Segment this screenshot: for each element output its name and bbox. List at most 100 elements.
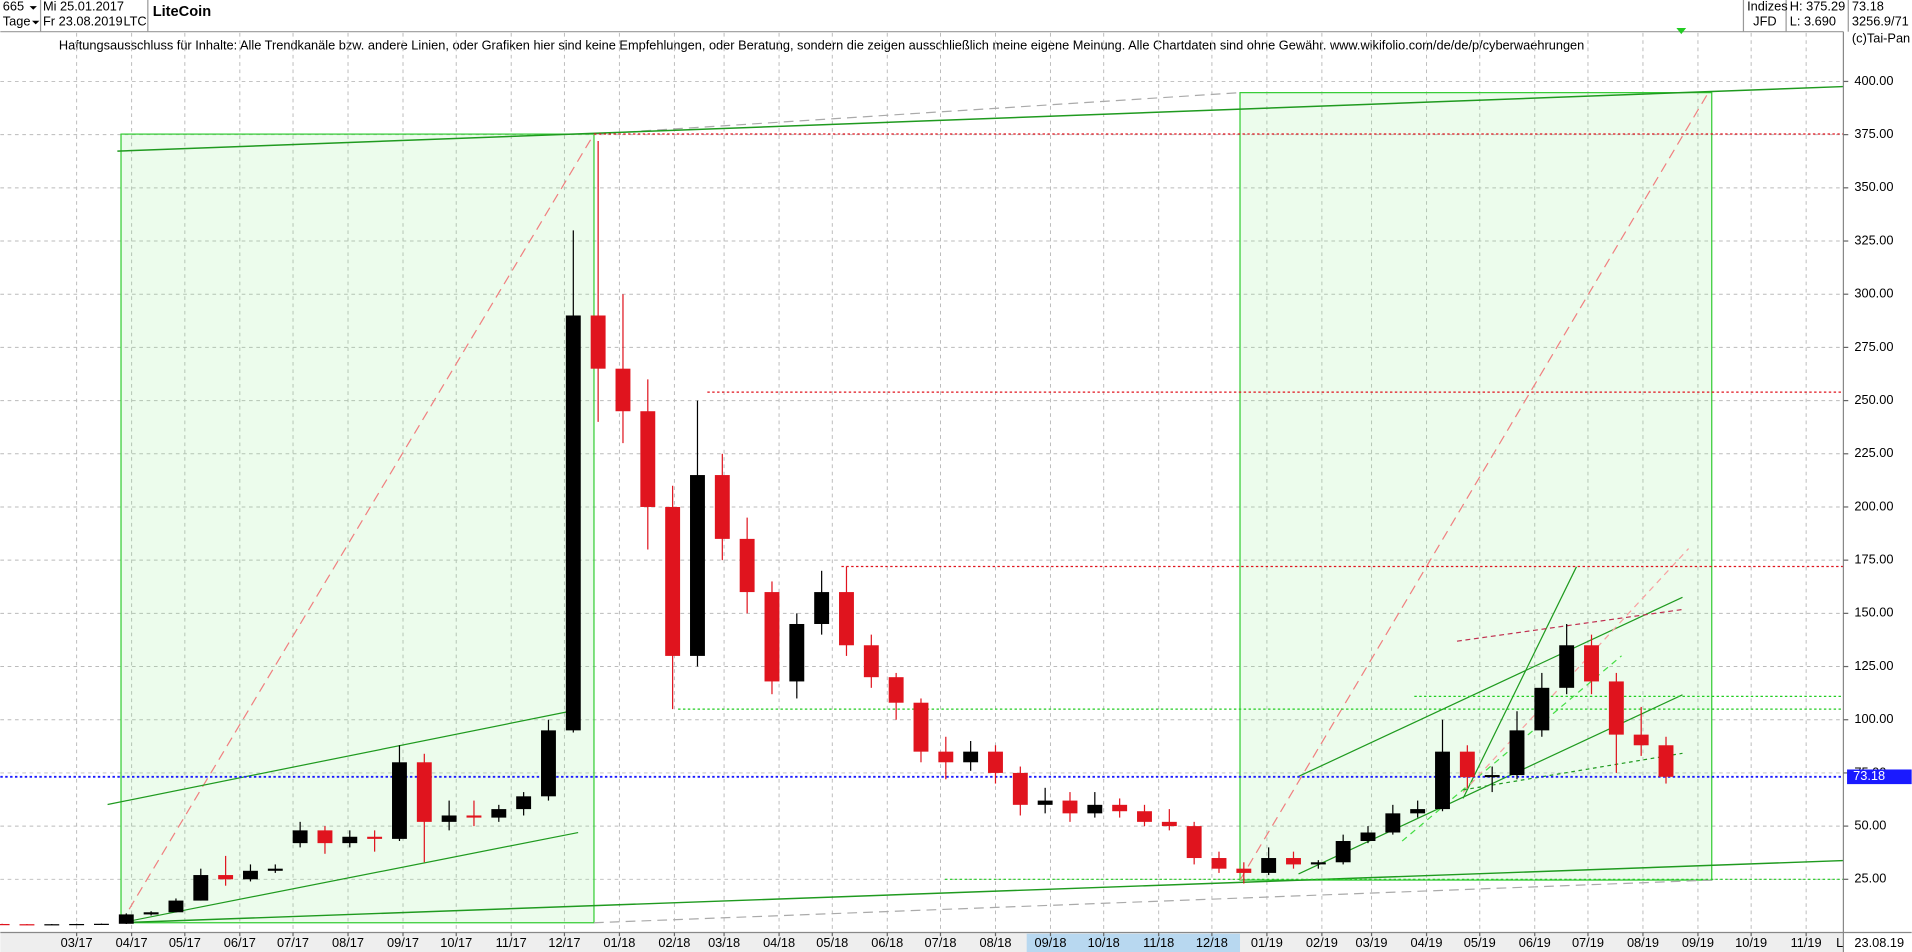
connector xyxy=(593,92,1241,135)
marker xyxy=(1676,28,1687,35)
count[interactable]: 665 xyxy=(3,0,24,14)
candle-body xyxy=(1534,687,1550,731)
copyright: (c)Tai-Pan xyxy=(1852,30,1910,45)
candle-body xyxy=(243,870,258,880)
candle-body xyxy=(1261,858,1277,873)
candle-body xyxy=(714,475,730,539)
dropdown-arrow[interactable] xyxy=(32,20,40,25)
x-tick-label: 05/19 xyxy=(1464,935,1496,950)
candle-body xyxy=(1484,775,1500,778)
candle-body xyxy=(342,836,358,844)
y-tick-label: 325.00 xyxy=(1854,232,1893,247)
candle-body xyxy=(44,924,60,926)
candle-body xyxy=(640,411,656,507)
y-tick-label: 400.00 xyxy=(1854,73,1893,88)
candle-body xyxy=(1608,681,1624,735)
x-tick-label: 06/18 xyxy=(871,935,903,950)
x-tick-label: 11/17 xyxy=(496,935,527,950)
x-tick-label: 05/17 xyxy=(169,935,201,950)
candle-body xyxy=(863,645,879,678)
candles xyxy=(0,141,1674,926)
candle-body xyxy=(1037,800,1053,805)
candle-body xyxy=(0,923,10,926)
candle-body xyxy=(1633,734,1649,746)
candle-body xyxy=(441,815,457,822)
y-tick-label: 250.00 xyxy=(1854,392,1893,407)
x-tick-label: 06/19 xyxy=(1519,935,1551,950)
x-tick-label: 12/18 xyxy=(1196,935,1228,950)
candle-body xyxy=(690,475,705,656)
high: H: 375.29 xyxy=(1790,0,1845,14)
x-tick-label: 04/18 xyxy=(763,935,795,950)
x-tick-label: 03/17 xyxy=(61,935,93,950)
trend-line xyxy=(107,710,574,806)
y-tick-label: 125.00 xyxy=(1854,658,1893,673)
candle-body xyxy=(764,592,780,682)
x-tick-label: 09/17 xyxy=(387,935,419,950)
candle-body xyxy=(416,762,432,822)
candle-body xyxy=(938,751,954,763)
candle-body xyxy=(839,592,854,646)
candle-body xyxy=(615,368,631,412)
x-tick-label: 10/18 xyxy=(1088,935,1120,950)
candle-body xyxy=(19,924,35,926)
levels xyxy=(0,133,1844,880)
candle-body xyxy=(168,900,184,913)
candle-body xyxy=(118,914,134,924)
subtitle: Haftungsausschluss für Inhalte: Alle Tre… xyxy=(59,38,1584,53)
y-tick-label: 100.00 xyxy=(1854,711,1893,726)
trend-line xyxy=(120,859,1844,924)
candle-body xyxy=(541,730,556,797)
trend-line xyxy=(1462,548,1690,793)
trend-line xyxy=(120,831,579,924)
y-tick-label: 225.00 xyxy=(1854,445,1893,460)
candle-body xyxy=(1310,862,1326,865)
candle-body xyxy=(988,751,1003,773)
candle-body xyxy=(665,506,681,656)
candle-body xyxy=(317,830,333,844)
axes: 25.0050.0075.00100.00125.00150.00175.002… xyxy=(61,73,1912,950)
y-tick-label: 150.00 xyxy=(1854,605,1893,620)
symbol: LTC xyxy=(123,13,146,28)
candle-body xyxy=(1335,841,1351,863)
x-tick-label: 09/18 xyxy=(1034,935,1066,950)
candle-body xyxy=(1410,809,1426,814)
y-tick-label: 375.00 xyxy=(1854,126,1893,141)
candle-body xyxy=(516,796,532,810)
candle-body xyxy=(1459,751,1475,778)
candle-body xyxy=(1211,858,1227,869)
candle-body xyxy=(1112,804,1128,812)
trend-line xyxy=(1456,608,1683,642)
x-tick-label: 07/19 xyxy=(1572,935,1604,950)
candle-body xyxy=(292,830,308,844)
y-tick-label: 275.00 xyxy=(1854,339,1893,354)
candle-body xyxy=(888,677,904,703)
candle-body xyxy=(392,762,407,839)
diagonal xyxy=(120,133,595,924)
selection-band xyxy=(1026,933,1241,952)
candle-body xyxy=(1559,645,1575,688)
x-tick-label: 08/17 xyxy=(332,935,364,950)
x-tick-label: 01/19 xyxy=(1251,935,1283,950)
period[interactable]: Tage xyxy=(3,13,31,28)
candle-body xyxy=(739,538,755,593)
candle-body xyxy=(267,868,283,871)
diagonal xyxy=(1239,94,1708,881)
grid xyxy=(0,32,1844,933)
candle-body xyxy=(367,836,383,839)
candle-body xyxy=(1658,745,1674,777)
y-tick-label: 200.00 xyxy=(1854,498,1893,513)
x-tick-label: 04/19 xyxy=(1411,935,1443,950)
x-tick-label: 05/18 xyxy=(816,935,848,950)
end-date: Fr 23.08.2019 xyxy=(43,13,123,28)
x-axis-bg xyxy=(0,932,1844,952)
y-tick-label: 175.00 xyxy=(1854,552,1893,567)
volume: 3256.9/71 xyxy=(1852,13,1909,28)
candle-body xyxy=(789,623,805,682)
dropdown-arrow[interactable] xyxy=(29,6,37,10)
candle-body xyxy=(590,315,606,369)
axis-scale[interactable]: L xyxy=(1836,935,1843,950)
x-tick-label: 01/18 xyxy=(603,935,635,950)
trend-line xyxy=(1462,752,1683,791)
